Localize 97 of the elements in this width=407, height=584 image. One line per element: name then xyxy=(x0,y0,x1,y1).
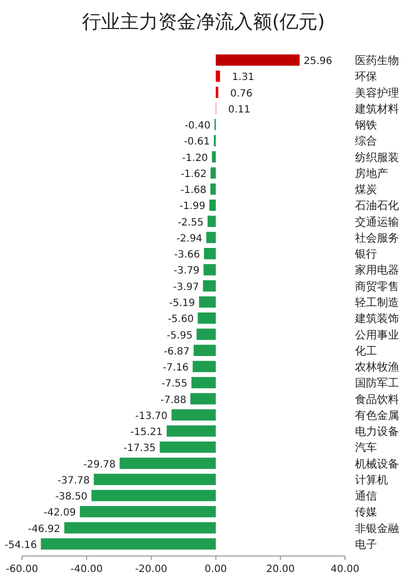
bar xyxy=(209,200,216,211)
data-label: -3.79 xyxy=(174,266,200,277)
data-label: -1.68 xyxy=(180,185,206,196)
bar xyxy=(212,151,216,162)
y-tick-label: 纺织服装 xyxy=(355,150,399,164)
chart-title: 行业主力资金净流入额(亿元) xyxy=(82,11,325,33)
bar xyxy=(208,216,216,227)
y-tick-label: 建筑装饰 xyxy=(354,312,399,326)
y-tick-label: 食品饮料 xyxy=(355,392,399,406)
x-tick-label: 0.00 xyxy=(204,564,227,575)
y-tick-label: 轻工制造 xyxy=(355,296,399,309)
bar xyxy=(202,280,216,292)
data-label: -6.87 xyxy=(164,346,190,358)
y-tick-label: 家用电器 xyxy=(355,264,399,277)
y-tick-label: 社会服务 xyxy=(355,231,399,244)
bar xyxy=(120,458,216,469)
y-tick-label: 商贸零售 xyxy=(355,280,399,293)
y-tick-label: 房地产 xyxy=(355,166,388,180)
y-tick-label: 计算机 xyxy=(355,473,388,486)
data-label: -29.78 xyxy=(83,459,116,470)
bar xyxy=(196,328,216,340)
data-label: -0.40 xyxy=(184,120,211,132)
bar xyxy=(206,232,216,244)
data-label: -7.55 xyxy=(162,378,188,390)
bar xyxy=(160,442,216,453)
y-tick-label: 医药生物 xyxy=(355,54,399,68)
bar xyxy=(210,183,216,195)
bar xyxy=(94,474,216,486)
y-tick-label: 建筑材料 xyxy=(354,102,399,116)
bar xyxy=(204,264,216,276)
x-tick-label: -60.00 xyxy=(6,564,38,575)
y-tick-label: 综合 xyxy=(355,134,377,148)
data-label: -2.55 xyxy=(178,217,204,228)
y-tick-label: 煤炭 xyxy=(355,183,377,196)
bar xyxy=(40,538,216,550)
bar xyxy=(210,167,216,179)
y-tick-label: 公用事业 xyxy=(355,328,399,342)
bar xyxy=(198,312,216,324)
data-label: -7.16 xyxy=(162,362,189,374)
data-label: -5.19 xyxy=(169,298,196,309)
y-tick-label: 环保 xyxy=(355,70,377,84)
data-label: -3.66 xyxy=(174,250,200,261)
data-label: -0.61 xyxy=(184,136,210,148)
bar xyxy=(190,393,216,404)
y-tick-label: 农林牧渔 xyxy=(355,360,399,374)
data-label: -17.35 xyxy=(124,443,156,454)
bar xyxy=(192,360,216,372)
data-label: 0.76 xyxy=(230,88,253,100)
data-label: -54.16 xyxy=(4,540,37,551)
y-tick-label: 交通运输 xyxy=(355,215,399,228)
x-tick-label: 20.00 xyxy=(266,564,295,575)
data-label: 25.96 xyxy=(304,56,332,68)
bar xyxy=(166,425,216,437)
bar xyxy=(194,344,216,356)
data-label: -5.60 xyxy=(168,314,194,326)
x-tick-label: -20.00 xyxy=(135,564,168,575)
y-tick-label: 国防军工 xyxy=(355,376,399,390)
bar xyxy=(91,490,216,502)
y-tick-label: 传媒 xyxy=(355,506,377,519)
bar xyxy=(191,377,216,388)
y-tick-label: 钢铁 xyxy=(354,118,377,132)
bar xyxy=(216,54,300,66)
data-label: 1.31 xyxy=(232,72,254,84)
y-tick-label: 化工 xyxy=(355,344,377,358)
y-tick-label: 汽车 xyxy=(355,441,377,454)
data-label: -2.94 xyxy=(176,233,202,244)
bar xyxy=(216,86,218,98)
data-label: -13.70 xyxy=(135,410,168,422)
data-label: -7.88 xyxy=(160,394,186,406)
bar xyxy=(80,506,216,518)
data-label: -38.50 xyxy=(55,492,88,503)
bar xyxy=(199,296,216,308)
y-tick-label: 非银金融 xyxy=(355,522,399,535)
data-label: -15.21 xyxy=(130,427,163,438)
bar xyxy=(64,522,216,534)
bar xyxy=(204,248,216,260)
y-tick-label: 电子 xyxy=(355,538,377,551)
x-tick-label: 40.00 xyxy=(330,564,360,575)
y-tick-label: 石油石化 xyxy=(355,199,399,212)
y-tick-label: 有色金属 xyxy=(355,408,399,422)
data-label: -1.99 xyxy=(179,201,206,212)
y-tick-label: 通信 xyxy=(355,490,377,503)
y-tick-label: 银行 xyxy=(354,248,377,261)
data-label: -37.78 xyxy=(58,475,90,486)
data-label: 0.11 xyxy=(228,104,250,116)
bar xyxy=(172,409,216,421)
data-label: -42.09 xyxy=(44,508,76,519)
y-tick-label: 机械设备 xyxy=(355,457,399,470)
data-label: -5.95 xyxy=(166,330,193,342)
data-label: -1.20 xyxy=(182,152,208,164)
y-tick-label: 电力设备 xyxy=(355,425,399,438)
y-tick-label: 美容护理 xyxy=(355,86,399,100)
x-tick-label: -40.00 xyxy=(70,564,103,575)
data-label: -46.92 xyxy=(28,524,60,535)
data-label: -3.97 xyxy=(173,282,199,293)
data-label: -1.62 xyxy=(180,168,207,180)
bar xyxy=(216,70,220,82)
